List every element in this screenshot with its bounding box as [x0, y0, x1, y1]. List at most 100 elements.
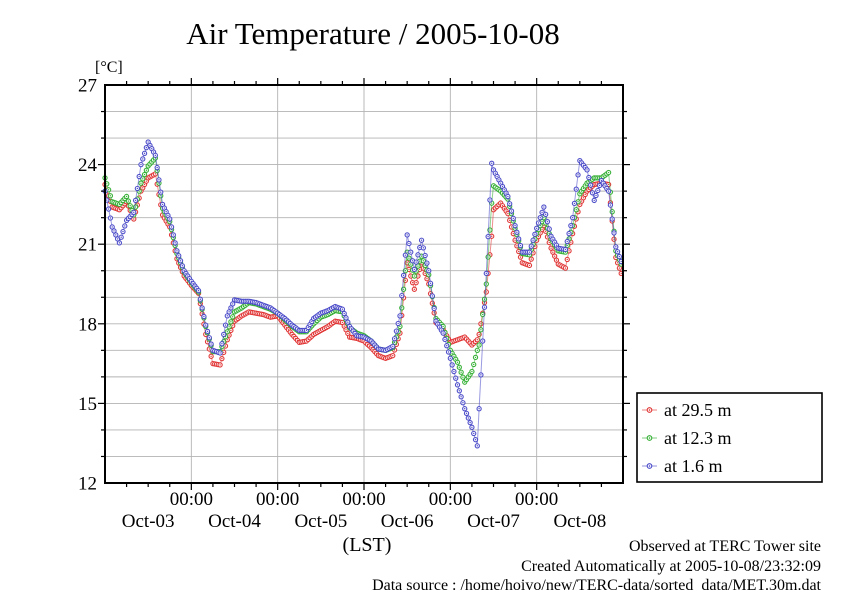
- data-point-dot: [417, 265, 419, 267]
- chart-title: Air Temperature / 2005-10-08: [186, 16, 559, 51]
- legend-label: at 29.5 m: [664, 400, 732, 420]
- data-point-dot: [404, 279, 407, 282]
- data-point-dot: [548, 241, 550, 244]
- data-point-dot: [420, 239, 423, 241]
- data-point-dot: [345, 329, 347, 331]
- data-point-dot: [113, 230, 115, 232]
- data-point-dot: [185, 272, 187, 275]
- x-tick-hour-label: 00:00: [342, 489, 385, 510]
- data-point-dot: [106, 183, 108, 185]
- data-point-dot: [347, 321, 349, 323]
- data-point-dot: [458, 390, 461, 392]
- data-point-dot: [580, 200, 583, 202]
- data-point-dot: [142, 178, 144, 180]
- data-point-dot: [485, 272, 488, 275]
- data-point-dot: [107, 208, 110, 210]
- data-point-dot: [165, 210, 167, 213]
- data-point-dot: [143, 152, 146, 155]
- data-point-dot: [512, 217, 514, 220]
- data-point-dot: [422, 267, 425, 269]
- x-tick-day-label: Oct-03: [122, 511, 175, 532]
- data-point-dot: [152, 151, 155, 153]
- data-point-dot: [508, 203, 511, 205]
- data-point-dot: [411, 281, 414, 284]
- data-point-dot: [456, 361, 459, 363]
- data-point-dot: [467, 417, 470, 419]
- data-point-dot: [591, 192, 594, 194]
- data-point-dot: [546, 236, 549, 238]
- data-point-dot: [311, 320, 313, 323]
- data-point-dot: [491, 235, 493, 237]
- data-point-dot: [616, 262, 619, 264]
- data-point-dot: [134, 199, 137, 202]
- data-point-dot: [392, 354, 394, 357]
- data-point-dot: [455, 377, 457, 379]
- data-point-dot: [519, 256, 522, 258]
- data-point-dot: [107, 189, 110, 191]
- data-point-dot: [140, 163, 142, 166]
- data-point-dot: [512, 232, 514, 235]
- data-point-dot: [532, 252, 534, 254]
- data-point-dot: [514, 239, 516, 241]
- data-point-dot: [205, 324, 207, 326]
- data-point-dot: [478, 333, 480, 336]
- data-point-dot: [417, 254, 419, 256]
- y-axis-unit-label: [°C]: [95, 59, 123, 76]
- data-point-dot: [408, 268, 410, 271]
- data-point-dot: [507, 195, 509, 198]
- data-point-dot: [451, 352, 453, 355]
- data-point-dot: [474, 438, 477, 441]
- data-point-dot: [138, 175, 140, 178]
- data-point-dot: [541, 228, 543, 230]
- data-point-dot: [401, 307, 403, 309]
- data-point-dot: [566, 240, 568, 243]
- data-point-dot: [395, 330, 398, 332]
- data-point-dot: [343, 325, 345, 327]
- data-point-dot: [309, 323, 311, 326]
- data-point-dot: [174, 242, 176, 244]
- data-point-dot: [568, 250, 570, 252]
- data-point-dot: [402, 288, 405, 291]
- data-point-dot: [419, 268, 421, 271]
- legend-marker-dot: [648, 409, 651, 411]
- data-point-dot: [532, 239, 534, 241]
- data-point-dot: [411, 260, 414, 262]
- data-point-dot: [553, 255, 556, 257]
- data-point-dot: [420, 255, 423, 257]
- data-point-dot: [482, 340, 484, 342]
- footer-observed-at: Observed at TERC Tower site: [629, 538, 821, 555]
- data-point-dot: [543, 206, 545, 208]
- data-point-dot: [399, 315, 401, 317]
- data-point-dot: [143, 173, 146, 176]
- data-point-dot: [620, 272, 622, 275]
- data-point-dot: [163, 207, 166, 209]
- x-tick-day-label: Oct-05: [294, 511, 347, 532]
- data-point-dot: [438, 326, 441, 328]
- data-point-dot: [232, 325, 234, 327]
- y-tick-label: 12: [78, 474, 97, 495]
- data-point-dot: [408, 257, 410, 259]
- data-point-dot: [228, 326, 230, 328]
- data-point-dot: [568, 232, 570, 235]
- y-tick-label: 15: [78, 394, 97, 415]
- data-point-dot: [467, 376, 470, 378]
- data-point-dot: [160, 191, 162, 193]
- data-point-dot: [458, 366, 461, 368]
- x-tick-hour-label: 00:00: [515, 489, 558, 510]
- data-point-dot: [494, 172, 496, 174]
- data-point-dot: [210, 355, 212, 358]
- data-point-dot: [460, 371, 462, 373]
- data-point-dot: [419, 260, 421, 262]
- data-point-dot: [183, 270, 185, 272]
- x-tick-hour-label: 00:00: [170, 489, 213, 510]
- data-point-dot: [422, 260, 425, 262]
- data-point-dot: [161, 203, 164, 206]
- legend: at 29.5 m at 12.3 m at 1.6 m: [636, 392, 823, 483]
- data-point-dot: [530, 245, 532, 247]
- data-point-dot: [305, 329, 308, 332]
- data-point-dot: [122, 230, 124, 233]
- x-tick-hour-label: 00:00: [429, 489, 472, 510]
- data-point-dot: [566, 258, 568, 261]
- data-point-dot: [446, 344, 448, 347]
- data-point-dot: [503, 189, 505, 191]
